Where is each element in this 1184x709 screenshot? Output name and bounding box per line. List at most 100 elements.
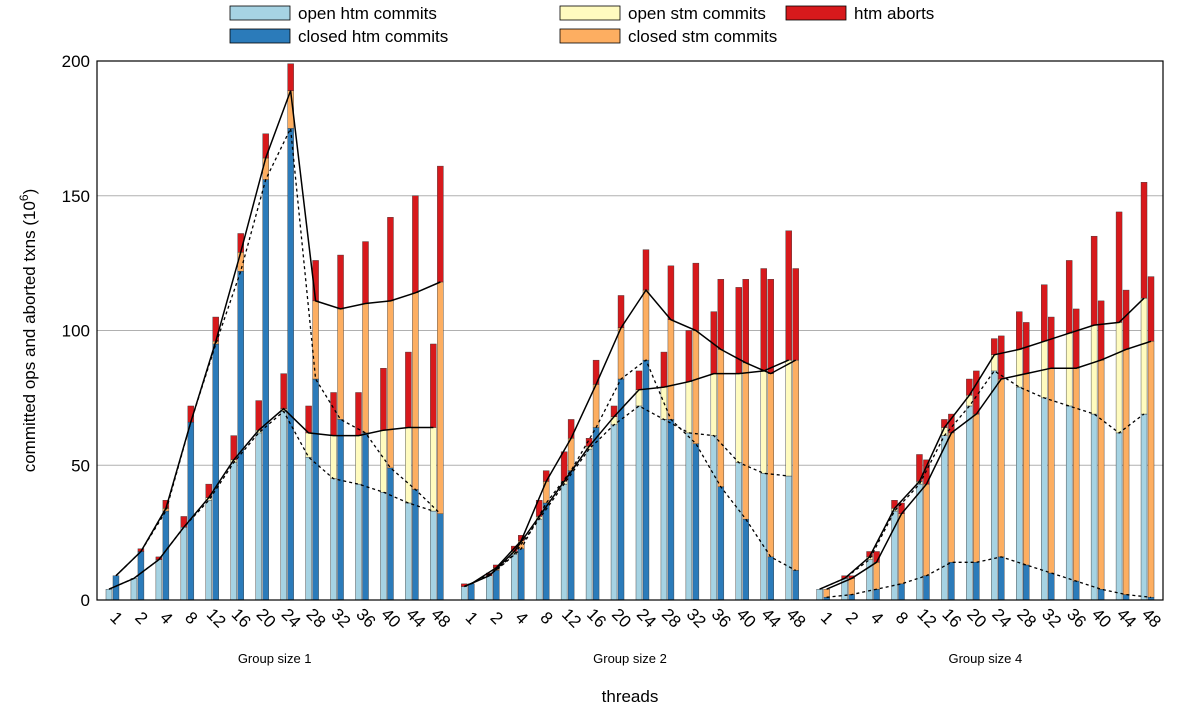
y-tick-label: 100 — [62, 322, 90, 341]
x-tick-label: 44 — [402, 605, 429, 632]
open-abort-bar — [1065, 260, 1073, 334]
x-tick-label: 16 — [938, 605, 965, 632]
closed-stm-bar — [792, 359, 799, 571]
closed-stm-bar — [873, 562, 880, 590]
x-tick-label: 40 — [377, 605, 404, 632]
closed-stm-bar — [362, 303, 369, 434]
open-stm-bar — [355, 435, 362, 485]
open-htm-bar — [710, 435, 718, 601]
closed-htm-bar — [642, 359, 650, 601]
closed-abort-bar — [1122, 289, 1130, 350]
closed-htm-bar — [187, 421, 195, 601]
x-tick-label: 40 — [733, 605, 760, 632]
open-stm-bar — [1140, 297, 1148, 415]
closed-htm-bar — [742, 518, 749, 601]
closed-stm-bar — [923, 483, 930, 576]
closed-abort-bar — [742, 279, 749, 364]
closed-abort-bar — [642, 249, 650, 291]
x-tick-label: 48 — [1138, 605, 1165, 632]
x-tick-label: 8 — [892, 608, 912, 628]
open-htm-bar — [816, 589, 823, 601]
closed-stm-bar — [667, 319, 675, 420]
closed-abort-bar — [287, 63, 294, 91]
open-htm-bar — [966, 405, 973, 601]
closed-htm-bar — [518, 548, 525, 601]
closed-stm-bar — [1122, 349, 1130, 595]
y-tick-label: 200 — [62, 52, 90, 71]
open-htm-bar — [785, 475, 792, 601]
closed-htm-bar — [1048, 572, 1055, 601]
x-tick-label: 4 — [156, 608, 176, 628]
open-htm-bar — [991, 370, 998, 601]
closed-stm-bar — [592, 384, 600, 428]
x-tick-label: 32 — [683, 605, 710, 632]
x-axis-title: threads — [602, 687, 659, 706]
x-tick-label: 44 — [758, 605, 785, 632]
x-tick-label: 1 — [106, 608, 126, 628]
open-abort-bar — [991, 338, 998, 355]
x-tick-label: 8 — [181, 608, 201, 628]
open-htm-bar — [205, 500, 212, 601]
open-htm-bar — [916, 483, 923, 601]
closed-abort-bar — [212, 316, 219, 342]
open-htm-bar — [660, 419, 668, 601]
closed-abort-bar — [717, 279, 725, 350]
open-htm-bar — [1140, 413, 1148, 601]
legend-swatch — [785, 5, 847, 21]
legend-label: htm aborts — [854, 4, 934, 23]
closed-htm-bar — [437, 513, 444, 601]
closed-htm-bar — [387, 467, 394, 601]
x-tick-label: 12 — [913, 605, 940, 632]
open-abort-bar — [660, 351, 668, 388]
closed-abort-bar — [1147, 276, 1155, 342]
closed-stm-bar — [437, 281, 444, 514]
open-stm-bar — [1090, 324, 1098, 415]
closed-htm-bar — [1097, 589, 1105, 601]
closed-abort-bar — [792, 268, 799, 361]
open-htm-bar — [511, 553, 518, 601]
x-tick-label: 24 — [988, 605, 1015, 632]
open-htm-bar — [280, 411, 287, 601]
closed-stm-bar — [692, 330, 700, 444]
closed-htm-bar — [767, 556, 774, 601]
open-htm-bar — [941, 435, 948, 601]
closed-stm-bar — [973, 413, 980, 563]
closed-stm-bar — [617, 327, 625, 380]
open-stm-bar — [785, 359, 792, 477]
x-tick-label: 28 — [303, 605, 330, 632]
group-label: Group size 2 — [593, 651, 667, 666]
closed-htm-bar — [337, 419, 344, 601]
closed-htm-bar — [237, 271, 244, 601]
closed-abort-bar — [362, 241, 369, 304]
open-stm-bar — [405, 427, 412, 504]
closed-htm-bar — [362, 432, 369, 601]
closed-htm-bar — [998, 556, 1005, 601]
open-htm-bar — [685, 432, 693, 601]
group-label: Group size 1 — [238, 651, 312, 666]
open-htm-bar — [560, 483, 568, 601]
closed-stm-bar — [742, 362, 749, 520]
closed-stm-bar — [1072, 368, 1080, 582]
closed-htm-bar — [667, 419, 675, 601]
plot-frame — [96, 60, 1164, 601]
closed-htm-bar — [262, 179, 269, 601]
x-tick-label: 20 — [608, 605, 635, 632]
x-tick-label: 24 — [633, 605, 660, 632]
open-stm-bar — [610, 416, 618, 426]
group-label: Group size 4 — [948, 651, 1022, 666]
x-tick-label: 24 — [278, 605, 305, 632]
closed-abort-bar — [1072, 308, 1080, 369]
x-tick-label: 36 — [1063, 605, 1090, 632]
x-tick-label: 40 — [1088, 605, 1115, 632]
open-stm-bar — [430, 427, 437, 512]
closed-stm-bar — [998, 378, 1005, 558]
closed-stm-bar — [898, 513, 905, 585]
closed-abort-bar — [542, 470, 550, 482]
x-tick-label: 32 — [328, 605, 355, 632]
closed-htm-bar — [898, 583, 905, 601]
open-htm-line — [108, 410, 434, 590]
closed-stm-bar — [312, 300, 319, 380]
legend-label: open htm commits — [298, 4, 437, 23]
x-tick-label: 4 — [512, 608, 532, 628]
